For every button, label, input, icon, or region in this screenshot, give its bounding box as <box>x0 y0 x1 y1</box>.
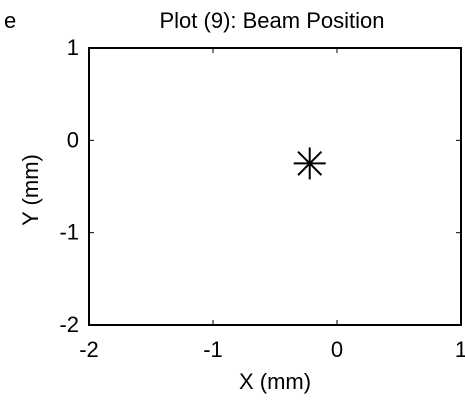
left-text-fragment: e <box>4 8 16 33</box>
x-tick-label: -1 <box>203 337 223 362</box>
x-tick-label: 0 <box>331 337 343 362</box>
asterisk-stroke <box>297 151 323 176</box>
x-axis-tick-labels: -2 -1 0 1 <box>79 337 465 362</box>
y-tick-label: 1 <box>67 35 79 60</box>
y-tick-label: -1 <box>59 220 79 245</box>
x-axis-label: X (mm) <box>239 369 311 394</box>
y-axis-ticks <box>89 47 461 326</box>
plot-area <box>88 47 462 326</box>
y-tick-label: -2 <box>59 312 79 337</box>
y-axis-tick-labels: -2 -1 0 1 <box>59 35 79 337</box>
x-tick-label: -2 <box>79 337 99 362</box>
chart-title: Plot (9): Beam Position <box>160 8 385 33</box>
beam-position-point <box>293 147 326 180</box>
y-axis-label: Y (mm) <box>18 154 43 226</box>
y-tick-label: 0 <box>67 127 79 152</box>
x-axis-ticks <box>88 48 462 325</box>
x-tick-label: 1 <box>455 337 465 362</box>
data-points <box>293 147 326 180</box>
